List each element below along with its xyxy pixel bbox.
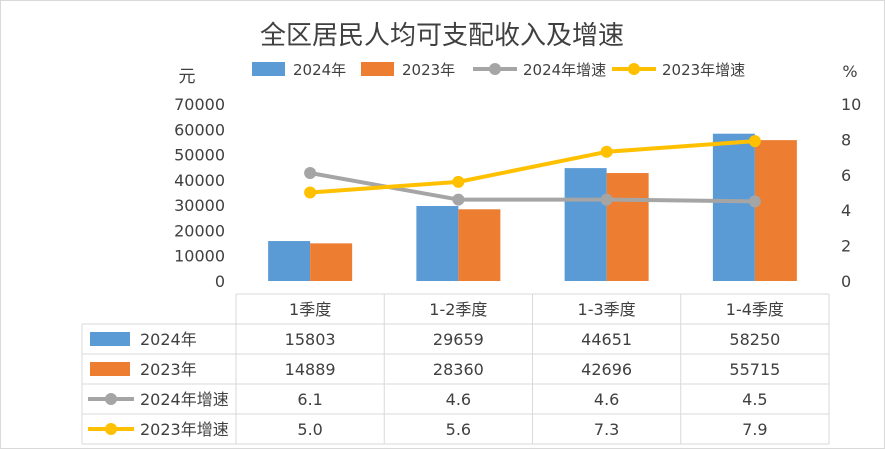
y-left-tick-label: 40000 [174,171,225,190]
table-legend-marker [105,423,117,435]
table-legend-marker [105,393,117,405]
legend-label-1: 2023年 [402,61,455,79]
table-row-label: 2024年增速 [140,390,229,409]
y-left-tick-label: 0 [215,272,225,291]
y-right-unit: % [842,62,857,81]
table-cell-value: 7.3 [594,420,619,439]
table-legend-swatch [90,332,130,346]
table-row-label: 2023年增速 [140,420,229,439]
point-growth-2024-0 [304,167,317,180]
legend-swatch-0 [252,62,285,76]
legend-swatch-1 [361,62,394,76]
bar-2023-1 [458,209,501,281]
legend-label-0: 2024年 [293,61,346,79]
table-cell-value: 29659 [433,330,484,349]
table-legend-swatch [90,362,130,376]
category-label: 1-3季度 [578,300,636,319]
y-right-tick-label: 0 [841,272,851,291]
point-growth-2023-2 [600,145,613,158]
point-growth-2023-1 [452,175,465,188]
y-left-tick-label: 60000 [174,120,225,139]
y-right-tick-label: 10 [841,95,861,114]
category-label: 1季度 [289,300,331,319]
table-cell-value: 7.9 [742,420,767,439]
table-cell-value: 28360 [433,360,484,379]
y-left-tick-label: 20000 [174,221,225,240]
bar-2024-1 [416,206,459,281]
y-right-tick-label: 2 [841,237,851,256]
table-row-label: 2023年 [140,360,197,379]
table-cell-value: 4.6 [594,390,619,409]
y-left-tick-label: 70000 [174,95,225,114]
point-growth-2024-1 [452,193,465,206]
table-cell-value: 4.5 [742,390,767,409]
legend-marker-2 [489,63,501,75]
point-growth-2024-2 [600,193,613,206]
legend-label-3: 2023年增速 [662,61,745,79]
table-cell-value: 5.0 [297,420,322,439]
legend-label-2: 2024年增速 [523,61,606,79]
point-growth-2024-3 [748,195,761,208]
y-left-tick-label: 50000 [174,146,225,165]
table-cell-value: 58250 [729,330,780,349]
line-growth-2023 [309,139,756,195]
y-left-tick-label: 10000 [174,247,225,266]
table-cell-value: 4.6 [446,390,471,409]
bar-2023-2 [606,173,649,281]
table-cell-value: 55715 [729,360,780,379]
category-label: 1-4季度 [726,300,784,319]
chart-title: 全区居民人均可支配收入及增速 [260,21,624,51]
table-cell-value: 15803 [285,330,336,349]
bar-2024-3 [712,133,755,281]
table-cell-value: 6.1 [297,390,322,409]
bar-2023-3 [754,140,797,281]
y-right-tick-label: 6 [841,166,851,185]
table-row-label: 2024年 [140,330,197,349]
y-left-tick-label: 30000 [174,196,225,215]
table-cell-value: 42696 [581,360,632,379]
bar-2024-0 [268,241,311,281]
point-growth-2023-0 [304,186,317,199]
point-growth-2023-3 [748,135,761,148]
y-right-tick-label: 8 [841,130,851,149]
y-left-unit: 元 [179,67,196,87]
table-cell-value: 14889 [285,360,336,379]
bar-2024-2 [564,168,607,281]
legend-marker-3 [628,63,640,75]
table-cell-value: 44651 [581,330,632,349]
y-right-tick-label: 4 [841,201,851,220]
table-cell-value: 5.6 [446,420,471,439]
category-label: 1-2季度 [429,300,487,319]
bar-2023-0 [310,243,353,281]
